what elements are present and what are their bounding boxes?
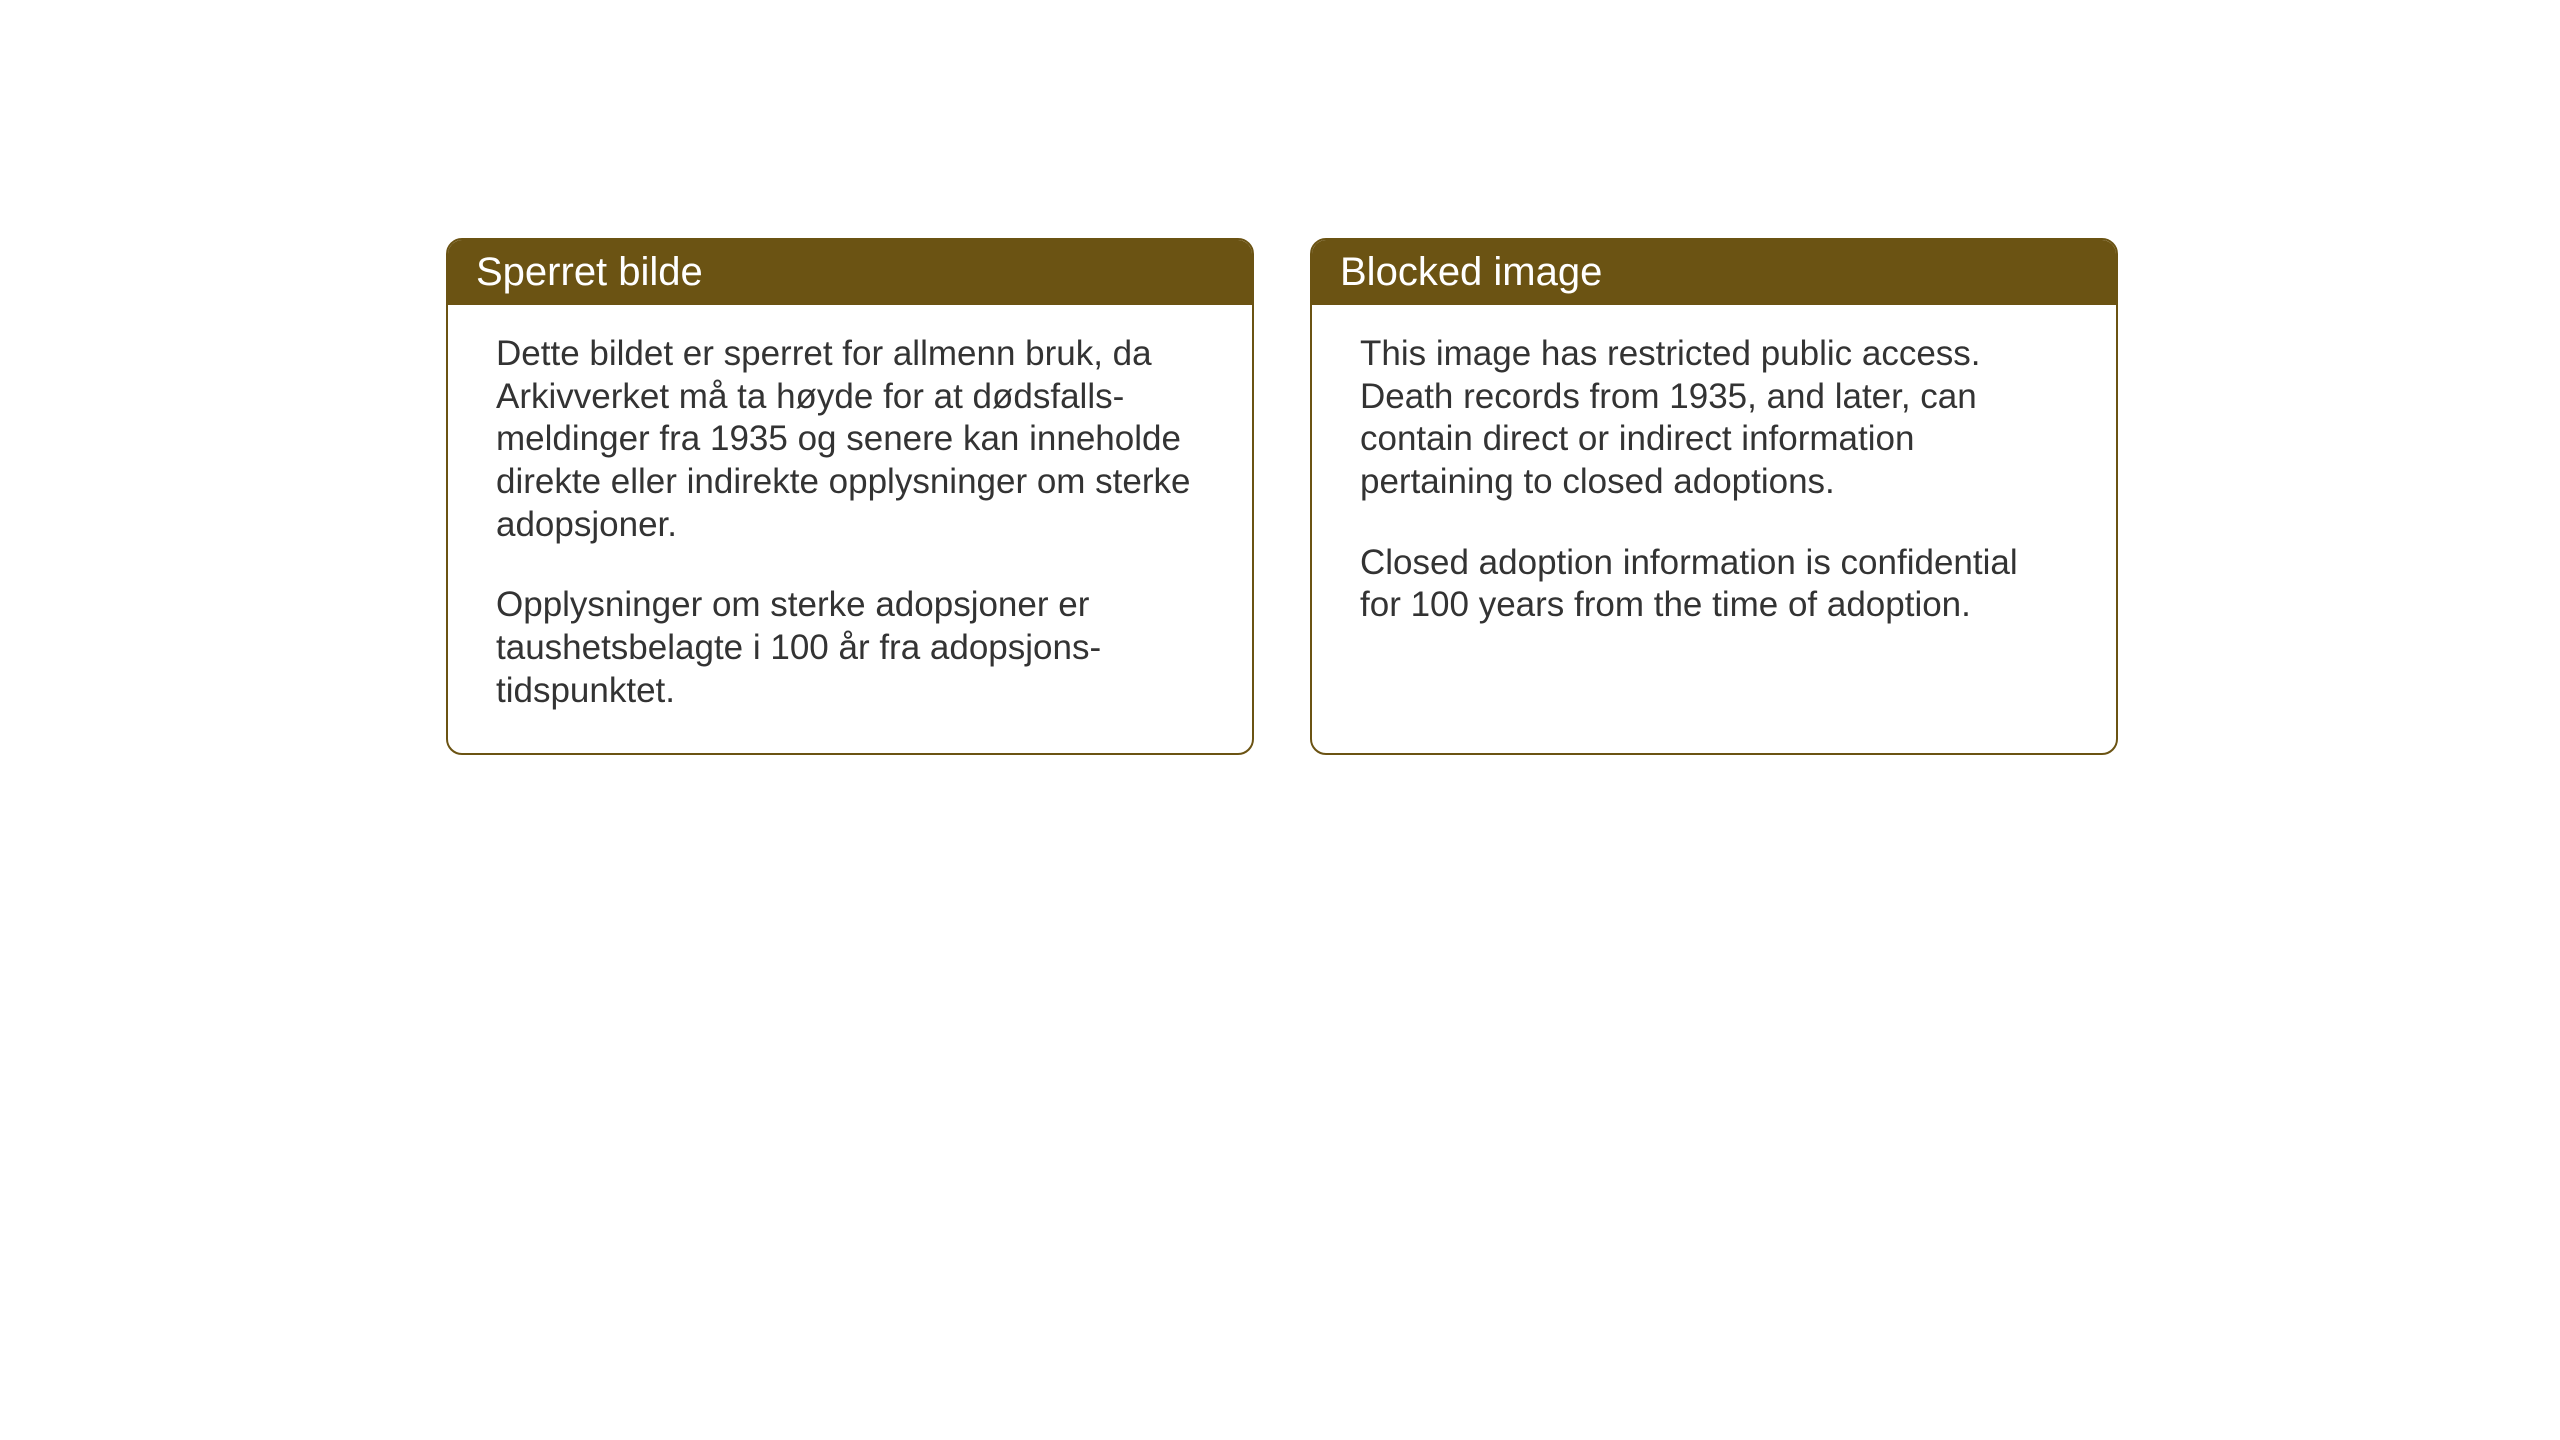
card-paragraph: Opplysninger om sterke adopsjoner er tau… bbox=[496, 584, 1204, 712]
card-english: Blocked image This image has restricted … bbox=[1310, 238, 2118, 755]
card-paragraph: This image has restricted public access.… bbox=[1360, 333, 2068, 504]
card-paragraph: Closed adoption information is confident… bbox=[1360, 542, 2068, 627]
cards-container: Sperret bilde Dette bildet er sperret fo… bbox=[446, 238, 2118, 755]
card-title: Sperret bilde bbox=[476, 250, 703, 294]
card-norwegian: Sperret bilde Dette bildet er sperret fo… bbox=[446, 238, 1254, 755]
card-header-norwegian: Sperret bilde bbox=[448, 240, 1252, 305]
card-body-norwegian: Dette bildet er sperret for allmenn bruk… bbox=[448, 305, 1252, 753]
card-title: Blocked image bbox=[1340, 250, 1602, 294]
card-header-english: Blocked image bbox=[1312, 240, 2116, 305]
card-paragraph: Dette bildet er sperret for allmenn bruk… bbox=[496, 333, 1204, 546]
card-body-english: This image has restricted public access.… bbox=[1312, 305, 2116, 745]
